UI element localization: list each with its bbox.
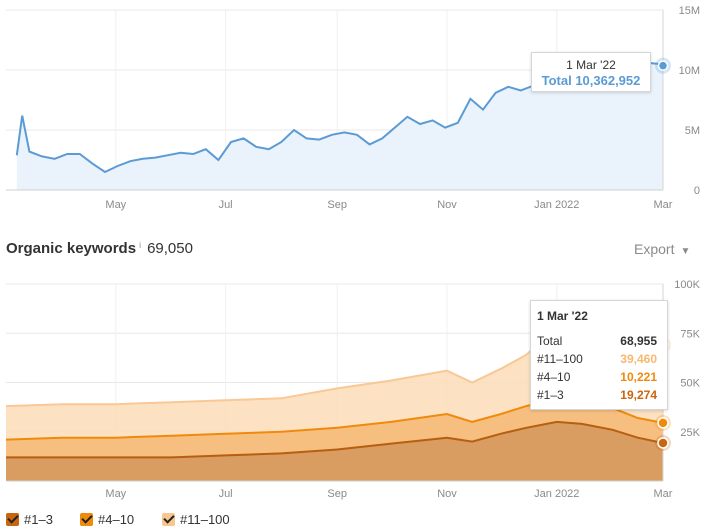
export-button[interactable]: Export ▼ [634, 241, 690, 257]
tooltip-row-value: 39,460 [620, 352, 657, 366]
y-tick-label: 25K [680, 427, 700, 439]
total-traffic-chart: 15M 10M 5M 0 May Jul Sep Nov Jan 2022 Mar [6, 5, 700, 211]
x-tick-label: Mar [654, 488, 673, 500]
x-tick-label: Jan 2022 [534, 199, 579, 211]
x-tick-label: Jul [219, 199, 233, 211]
tooltip-row-label: #4–10 [537, 370, 571, 384]
x-tick-label: May [105, 488, 126, 500]
series-1-3-line [6, 420, 664, 459]
series-1-3-point [657, 437, 669, 449]
caret-down-icon: ▼ [680, 246, 691, 257]
checkbox-icon[interactable] [80, 513, 93, 526]
tooltip-row-total: Total 68,955 [537, 334, 661, 348]
x-tick-label: May [105, 199, 126, 211]
y-tick-label: 10M [679, 65, 700, 77]
total-tooltip-number: 10,362,952 [575, 73, 641, 88]
checkbox-icon[interactable] [6, 513, 19, 526]
x-tick-label: Mar [654, 199, 673, 211]
tooltip-row-11-100: #11–100 39,460 [537, 352, 661, 366]
tooltip-row-label: Total [537, 334, 563, 348]
tooltip-row-value: 68,955 [620, 334, 657, 348]
organic-keywords-chart: 100K 75K 50K 25K May Jul Sep Nov Jan 2022 Mar [5, 279, 701, 500]
checkbox-icon[interactable] [162, 513, 175, 526]
tooltip-row-label: #1–3 [537, 388, 564, 402]
y-tick-label: 50K [680, 378, 700, 390]
legend-item-4-10[interactable]: #4–10 [80, 512, 134, 527]
x-tick-label: Jan 2022 [534, 488, 579, 500]
legend-item-11-100[interactable]: #11–100 [162, 512, 230, 527]
y-tick-label: 0 [694, 185, 700, 197]
y-tick-label: 100K [674, 279, 700, 291]
total-tooltip-value: Total 10,362,952 [532, 73, 650, 88]
y-tick-label: 75K [680, 328, 700, 340]
tooltip-row-label: #11–100 [537, 352, 583, 366]
x-tick-label: Nov [437, 488, 457, 500]
info-icon[interactable]: i [139, 240, 142, 250]
export-label: Export [634, 241, 675, 257]
total-tooltip: 1 Mar '22 Total 10,362,952 [531, 52, 651, 92]
legend-label: #11–100 [180, 512, 230, 527]
section-header: Organic keywords i 69,050 [6, 240, 193, 257]
keywords-tooltip: 1 Mar '22 Total 68,955 #11–100 39,460 #4… [530, 300, 668, 410]
total-point [657, 60, 669, 71]
tooltip-row-1-3: #1–3 19,274 [537, 388, 661, 402]
tooltip-row-4-10: #4–10 10,221 [537, 370, 661, 384]
x-tick-label: Sep [327, 199, 347, 211]
series-4-10-point [657, 417, 669, 429]
x-tick-label: Jul [219, 488, 233, 500]
y-tick-label: 15M [679, 5, 700, 17]
tooltip-row-value: 19,274 [620, 388, 657, 402]
legend-label: #4–10 [98, 512, 135, 527]
x-tick-label: Sep [327, 488, 347, 500]
total-tooltip-date: 1 Mar '22 [566, 58, 616, 72]
total-tooltip-label: Total [541, 73, 572, 88]
legend-label: #1–3 [24, 512, 53, 527]
legend-item-1-3[interactable]: #1–3 [6, 512, 53, 527]
total-area [16, 62, 664, 190]
tooltip-row-value: 10,221 [620, 370, 657, 384]
series-1-3-area [6, 421, 663, 481]
keyword-count: 69,050 [147, 240, 193, 257]
x-tick-label: Nov [437, 199, 457, 211]
section-title: Organic keywords [6, 240, 137, 257]
keywords-tooltip-date: 1 Mar '22 [537, 309, 588, 323]
y-tick-label: 5M [685, 125, 700, 137]
